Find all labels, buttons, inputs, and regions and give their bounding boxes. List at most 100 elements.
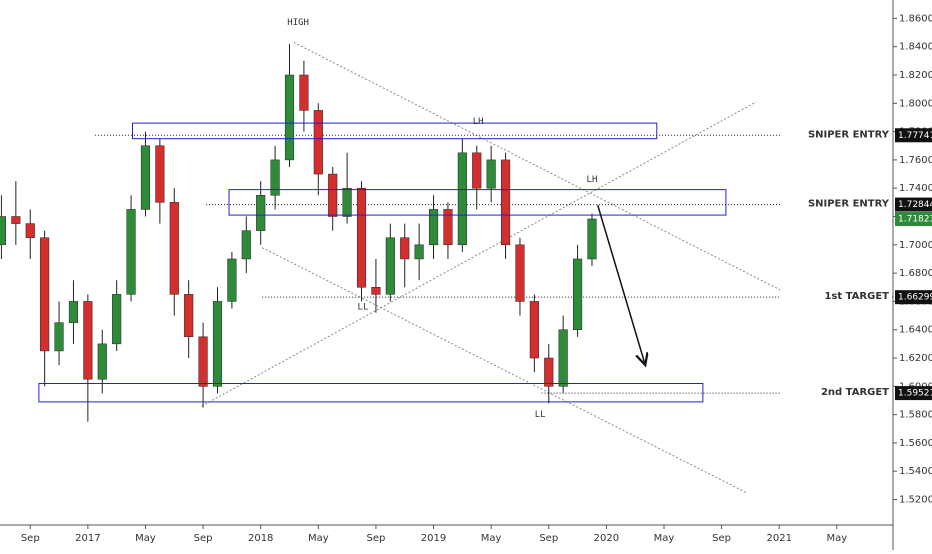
candle-body [385,237,395,295]
x-tick-label: Sep [539,533,558,544]
candle-body [457,152,467,246]
x-tick-label: May [654,533,675,544]
y-tick-label: 1.58000 [899,410,932,421]
x-tick-label: May [826,533,847,544]
candle-body [68,301,79,323]
candle-body [572,258,583,330]
y-tick-label: 1.56000 [899,438,932,449]
price-label: 1.77741 [898,131,932,141]
price-label: 1.66299 [898,293,932,303]
x-tick-label: Sep [366,533,385,544]
y-tick-label: 1.76000 [899,155,932,166]
x-tick-label: Sep [21,533,40,544]
candle-body [198,336,208,387]
y-tick-label: 1.82000 [899,70,932,81]
candle-body [558,329,568,387]
annotation: HIGH [287,18,309,28]
candle-body [356,187,367,288]
candle-body [284,74,295,161]
last-price-label: 1.71823 [898,215,932,225]
candle-body [443,209,453,246]
y-tick-label: 1.62000 [899,353,932,364]
zone-box [38,382,704,403]
candle-body [54,322,64,352]
x-tick-label: May [481,533,502,544]
candle-body [515,244,525,302]
level-name: SNIPER ENTRY [808,129,890,140]
candle-body [140,145,151,210]
candle-body [212,301,223,387]
price-label-bg [895,386,932,401]
x-tick-label: Sep [712,533,731,544]
candle-body [97,343,107,380]
candle-body [414,244,424,260]
level-name: 1st TARGET [824,291,889,302]
zone-box [132,122,658,140]
zone-box [228,189,727,216]
candle-body [112,294,122,345]
x-tick-label: Sep [194,533,213,544]
candle-body [544,357,554,387]
y-tick-label: 1.54000 [899,466,932,477]
level-name-bg [780,127,891,142]
candle-body [299,74,309,111]
candle-body [169,202,179,295]
candle-body [40,237,50,352]
y-tick-label: 1.74000 [899,183,932,194]
candle-body [371,287,381,295]
price-label-bg [895,128,932,143]
candle-body [184,294,194,338]
candle-body [155,145,165,203]
annotation: LH [587,175,598,185]
level-name-bg [780,196,891,211]
annotation: LL [535,410,546,420]
candle-body [227,258,237,302]
candle-body [587,218,597,260]
candle-body [400,237,410,260]
candle-body [313,110,323,175]
level-name: SNIPER ENTRY [808,199,890,210]
candle-body [472,152,482,189]
candle-body [25,223,35,238]
price-label-bg [895,290,932,305]
price-label-bg [895,197,932,212]
candle-body [241,230,251,260]
y-tick-label: 1.52000 [899,495,932,506]
x-tick-label: May [135,533,156,544]
trendline [201,101,757,407]
last-price-bg [895,212,932,227]
candle-body [500,159,511,246]
candle-body [0,216,7,246]
x-tick-label: 2021 [766,533,791,544]
y-tick-label: 1.64000 [899,325,932,336]
candle-body [11,216,21,224]
level-name-bg [780,385,891,400]
x-tick-label: May [308,533,329,544]
y-tick-label: 1.68000 [899,268,932,279]
candle-body [126,209,136,295]
candle-body [342,187,352,217]
trendline [293,42,781,291]
annotation: LL [358,303,369,313]
price-label: 1.59521 [898,389,932,399]
candle-body [256,195,266,231]
price-label: 1.72844 [898,200,932,210]
candle-body [83,301,93,380]
x-tick-label: 2020 [594,533,619,544]
x-tick-label: 2017 [75,533,100,544]
y-tick-label: 1.84000 [899,42,932,53]
y-tick-label: 1.86000 [899,13,932,24]
y-tick-label: 1.70000 [899,240,932,251]
y-tick-label: 1.80000 [899,98,932,109]
x-tick-label: 2018 [248,533,273,544]
candle-body [486,159,496,189]
annotation: LH [473,117,484,127]
level-name-bg [780,289,891,304]
candle-body [428,209,439,246]
candle-body [328,173,338,217]
candle-body [270,159,280,196]
level-name: 2nd TARGET [821,387,889,398]
